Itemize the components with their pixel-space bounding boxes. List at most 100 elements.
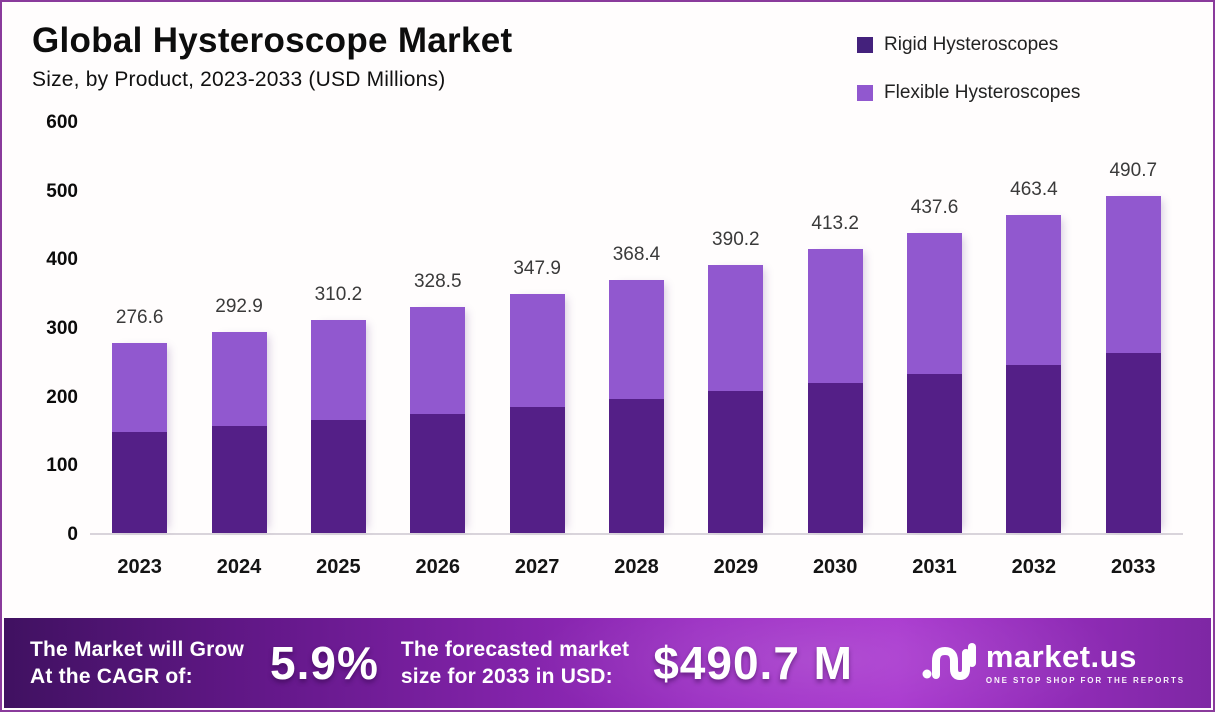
x-axis-label: 2033 [1111, 556, 1156, 578]
bar-total-label: 292.9 [215, 295, 263, 317]
rigid-segment [708, 390, 764, 533]
plot-area: 276.6 2023 292.9 2024 310.2 2025 328.5 2026 347.… [90, 123, 1183, 578]
bar-total-label: 490.7 [1109, 160, 1158, 182]
legend-label: Rigid Hysteroscopes [884, 34, 1059, 55]
bar-stack [1105, 196, 1161, 533]
bar-column-2028: 368.4 2028 [587, 123, 686, 578]
x-axis-label: 2032 [1011, 556, 1057, 578]
y-axis: 0 100 200 300 400 500 600 [30, 112, 90, 545]
forecast-label-line1: The forecasted market [400, 637, 630, 661]
stacked-bar-chart: 0 100 200 300 400 500 600 276.6 2023 292.9 2024 31… [30, 112, 1183, 578]
bar-column-2032: 463.4 2032 [984, 123, 1083, 578]
cagr-label: The Market will Grow At the CAGR of: [30, 636, 244, 691]
flexible-segment [608, 280, 664, 400]
y-tick-label: 100 [46, 455, 78, 477]
x-axis-label: 2028 [614, 556, 659, 578]
bar-stack [608, 280, 664, 533]
flexible-segment [509, 294, 565, 407]
bar-column-2029: 390.2 2029 [686, 123, 785, 578]
bar-stack [410, 307, 466, 533]
bar-column-2027: 347.9 2027 [487, 123, 586, 578]
bar-stack [807, 249, 863, 533]
bar-total-label: 463.4 [1010, 178, 1058, 200]
bar-total-label: 328.5 [413, 271, 462, 293]
rigid-segment [509, 406, 565, 533]
flexible-segment [708, 265, 764, 391]
bar-column-2024: 292.9 2024 [189, 123, 288, 578]
bar-column-2025: 310.2 2025 [289, 123, 388, 578]
flexible-segment [410, 307, 466, 414]
y-tick-label: 500 [46, 180, 78, 202]
x-axis-label: 2023 [117, 556, 162, 578]
rigid-segment [410, 413, 466, 533]
bar-total-label: 368.4 [612, 244, 661, 266]
legend-item: Rigid Hysteroscopes [857, 34, 1080, 56]
bar-total-label: 390.2 [712, 229, 760, 251]
rigid-segment [1006, 364, 1062, 533]
bar-column-2031: 437.6 2031 [885, 123, 984, 578]
x-axis-label: 2025 [316, 556, 361, 578]
bar-column-2023: 276.6 2023 [90, 123, 189, 578]
rigid-segment [907, 374, 963, 533]
bar-total-label: 276.6 [115, 307, 164, 329]
bars-container: 276.6 2023 292.9 2024 310.2 2025 328.5 2026 347.… [90, 123, 1183, 578]
forecast-label: The forecasted market size for 2033 in U… [401, 636, 629, 691]
flexible-segment [1105, 196, 1161, 354]
rigid-segment [1105, 353, 1161, 533]
bar-stack [1006, 214, 1062, 533]
forecast-value: $490.7 M [653, 637, 853, 689]
flexible-segment [807, 249, 863, 383]
bar-stack [509, 294, 565, 533]
bar-column-2033: 490.7 2033 [1084, 123, 1183, 578]
brand-tagline: ONE STOP SHOP FOR THE REPORTS [985, 676, 1185, 685]
legend-swatch-icon [857, 37, 873, 53]
y-tick-label: 400 [46, 249, 78, 271]
x-axis-label: 2027 [514, 556, 560, 578]
bar-total-label: 413.2 [811, 213, 859, 235]
chart-legend: Rigid Hysteroscopes Flexible Hysteroscope… [857, 34, 1080, 104]
y-tick-label: 600 [46, 112, 78, 133]
legend-swatch-icon [857, 85, 873, 101]
forecast-label-line2: size for 2033 in USD: [400, 665, 613, 688]
rigid-segment [310, 419, 366, 533]
page-title: Global Hysteroscope Market [32, 21, 513, 60]
flexible-segment [211, 331, 267, 426]
flexible-segment [1006, 214, 1062, 365]
marketus-logo-icon [922, 639, 976, 688]
x-axis-label: 2026 [415, 556, 461, 578]
cagr-label-line1: The Market will Grow [30, 637, 245, 661]
bar-column-2030: 413.2 2030 [786, 123, 885, 578]
legend-label: Flexible Hysteroscopes [884, 82, 1081, 103]
bar-stack [310, 320, 366, 533]
x-axis-label: 2031 [912, 556, 957, 578]
brand-name: market.us [985, 639, 1137, 674]
bar-stack [708, 265, 764, 533]
y-tick-label: 200 [46, 386, 78, 408]
footer-banner: The Market will Grow At the CAGR of: 5.9… [4, 618, 1211, 708]
brand-block: market.us ONE STOP SHOP FOR THE REPORTS [922, 639, 1185, 688]
bar-total-label: 437.6 [910, 196, 959, 218]
bar-total-label: 310.2 [314, 284, 363, 305]
flexible-segment [907, 232, 963, 375]
rigid-segment [807, 382, 863, 533]
cagr-label-line2: At the CAGR of: [30, 665, 193, 688]
legend-item: Flexible Hysteroscopes [857, 82, 1080, 104]
bar-stack [211, 331, 267, 533]
x-axis-label: 2029 [713, 556, 759, 578]
bar-stack [907, 232, 963, 533]
flexible-segment [112, 343, 168, 433]
bar-total-label: 347.9 [513, 258, 561, 280]
bar-column-2026: 328.5 2026 [388, 123, 487, 578]
y-tick-label: 300 [46, 318, 78, 339]
page-subtitle: Size, by Product, 2023-2033 (USD Million… [32, 67, 446, 91]
y-tick-label: 0 [67, 524, 78, 545]
rigid-segment [211, 425, 267, 533]
flexible-segment [310, 320, 366, 420]
bar-stack [112, 343, 168, 533]
rigid-segment [608, 399, 664, 533]
chart-header: Global Hysteroscope Market Size, by Prod… [32, 21, 513, 92]
rigid-segment [112, 432, 168, 533]
x-axis-label: 2030 [812, 556, 858, 578]
x-axis-label: 2024 [216, 556, 262, 578]
